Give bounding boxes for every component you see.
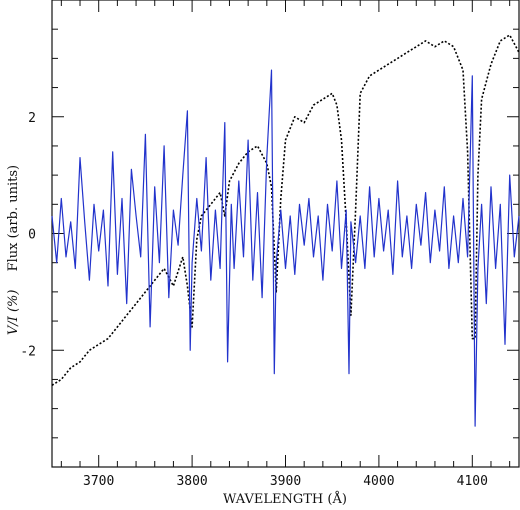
series-layer [51,34,520,427]
x-axis-title: WAVELENGTH (Å) [223,491,347,507]
y-axis-title-vi: V/I (%) [6,290,21,336]
x-tick-label: 3900 [270,474,301,489]
series-flux-line [51,34,520,386]
axis-ticks [52,0,519,467]
y-tick-label: 2 [28,111,36,126]
series-vi-line [51,69,520,427]
x-tick-label: 4100 [457,474,488,489]
y-tick-label: -2 [20,344,36,359]
y-axis-title-flux: Flux (arb. units) [6,165,21,272]
axis-tick-labels: 3700 3800 3900 4000 4100 -2 0 2 [20,111,488,489]
x-tick-label: 3800 [176,474,207,489]
y-tick-label: 0 [28,228,36,243]
plot-frame [51,0,520,468]
y-axis-title: V/I (%) Flux (arb. units) [6,165,21,335]
x-tick-label: 4000 [363,474,394,489]
x-tick-label: 3700 [83,474,114,489]
